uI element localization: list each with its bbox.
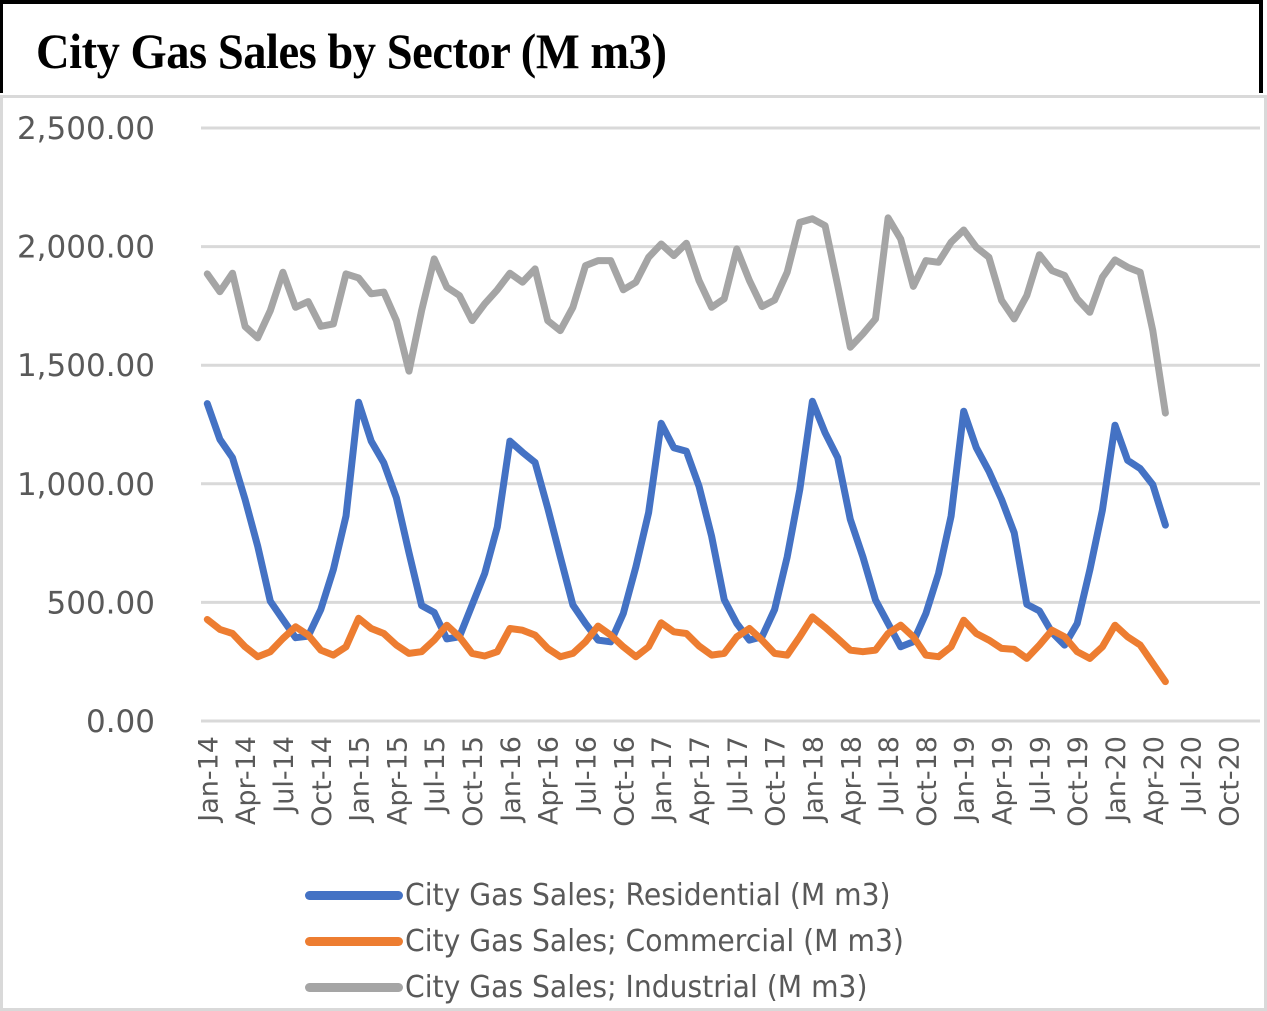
series-line-residential — [203, 397, 1169, 651]
legend-label-industrial: City Gas Sales; Industrial (M m3) — [405, 969, 868, 1005]
x-tick-label: Jul-14 — [269, 736, 300, 815]
x-tick-label: Jul-19 — [1025, 736, 1056, 815]
series-line-commercial — [203, 613, 1169, 686]
series-lines — [203, 214, 1169, 686]
y-axis-ticks: 0.00 500.00 1,000.00 1,500.00 2,000.00 2,500.… — [17, 111, 155, 740]
x-tick-label: Jul-16 — [572, 736, 603, 815]
x-tick-label: Apr-17 — [685, 736, 716, 825]
x-tick-label: Apr-19 — [988, 736, 1019, 825]
series-line-industrial — [203, 214, 1169, 417]
x-tick-label: Oct-19 — [1063, 736, 1094, 827]
x-tick-label: Jan-17 — [647, 736, 678, 824]
x-tick-label: Jan-15 — [345, 736, 376, 824]
x-tick-label: Jul-17 — [723, 736, 754, 815]
legend-item-residential: City Gas Sales; Residential (M m3) — [305, 872, 936, 918]
legend: City Gas Sales; Residential (M m3) City … — [305, 872, 936, 1010]
x-axis-ticks: Jan-14 Apr-14 Jul-14 Oct-14 Jan-15 Apr-15 Jul-… — [193, 736, 1245, 827]
x-tick-label: Jul-18 — [874, 736, 905, 815]
legend-swatch-residential — [305, 890, 403, 900]
y-tick-label: 0.00 — [86, 704, 155, 740]
x-tick-label: Jan-14 — [193, 736, 224, 824]
x-tick-label: Oct-17 — [761, 736, 792, 827]
x-tick-label: Jul-15 — [420, 736, 451, 815]
x-tick-label: Jul-20 — [1177, 736, 1208, 815]
x-tick-label: Oct-20 — [1214, 736, 1245, 827]
x-tick-label: Oct-15 — [458, 736, 489, 827]
y-tick-label: 1,000.00 — [17, 467, 155, 503]
legend-label-residential: City Gas Sales; Residential (M m3) — [405, 877, 891, 913]
x-tick-label: Oct-14 — [307, 736, 338, 827]
y-tick-label: 2,500.00 — [17, 111, 155, 147]
title-box: City Gas Sales by Sector (M m3) — [0, 0, 1263, 93]
x-tick-label: Oct-16 — [609, 736, 640, 827]
legend-item-industrial: City Gas Sales; Industrial (M m3) — [305, 964, 936, 1010]
y-tick-label: 500.00 — [47, 585, 155, 621]
x-tick-label: Apr-14 — [231, 736, 262, 825]
x-tick-label: Jan-16 — [496, 736, 527, 824]
x-tick-label: Jan-19 — [950, 736, 981, 824]
x-tick-label: Apr-16 — [534, 736, 565, 825]
line-chart: 0.00 500.00 1,000.00 1,500.00 2,000.00 2,500.… — [17, 111, 1260, 827]
legend-label-commercial: City Gas Sales; Commercial (M m3) — [405, 923, 904, 959]
x-tick-label: Apr-18 — [836, 736, 867, 825]
x-tick-label: Jan-20 — [1101, 736, 1132, 824]
chart-title: City Gas Sales by Sector (M m3) — [36, 23, 667, 79]
legend-swatch-industrial — [305, 982, 403, 992]
x-tick-label: Apr-15 — [382, 736, 413, 825]
legend-item-commercial: City Gas Sales; Commercial (M m3) — [305, 918, 936, 964]
y-tick-label: 2,000.00 — [17, 230, 155, 266]
x-tick-label: Jan-18 — [798, 736, 829, 824]
legend-swatch-commercial — [305, 936, 403, 946]
gridlines — [201, 126, 1260, 723]
x-tick-label: Apr-20 — [1139, 736, 1170, 825]
y-tick-label: 1,500.00 — [17, 348, 155, 384]
x-tick-label: Oct-18 — [912, 736, 943, 827]
